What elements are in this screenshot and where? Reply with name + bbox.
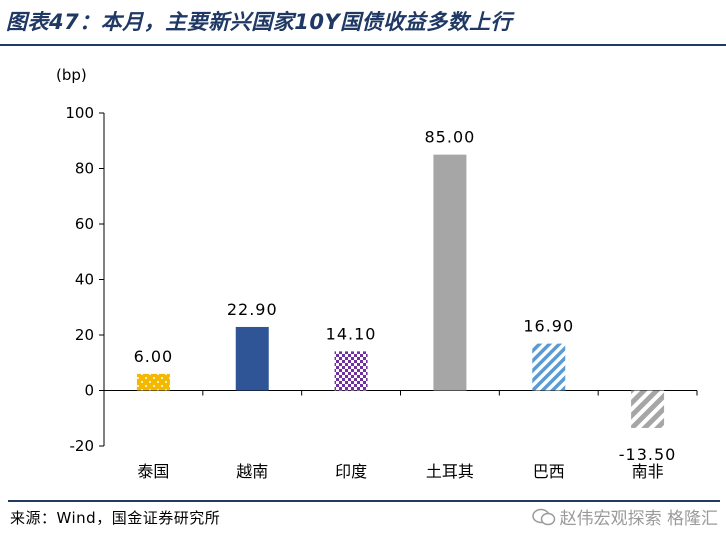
category-label: 土耳其: [426, 462, 474, 481]
bar-土耳其: [433, 154, 467, 391]
bar-chart: (bp) -20 0 20 40 60 80 100 6.00 泰国 22.90 越南 14.10 印…: [56, 66, 698, 481]
y-tick-label: 0: [84, 382, 94, 400]
y-tick-label: 100: [65, 104, 94, 122]
category-label: 泰国: [137, 462, 169, 481]
bar-越南: [235, 326, 269, 391]
data-label: 14.10: [326, 324, 377, 343]
source-note: 来源：Wind，国金证券研究所: [10, 509, 221, 527]
y-tick-label: 40: [75, 271, 94, 289]
y-tick-label: 60: [75, 215, 94, 233]
category-label: 越南: [236, 462, 268, 481]
wechat-icon: [531, 508, 555, 525]
watermark-text: 赵伟宏观探索 格隆汇: [559, 509, 718, 529]
watermark: 赵伟宏观探索 格隆汇: [531, 504, 718, 529]
data-label: 22.90: [227, 300, 278, 319]
data-label: 16.90: [523, 317, 574, 336]
category-label: 巴西: [533, 462, 565, 481]
y-tick-label: -20: [70, 437, 95, 455]
category-label: 印度: [335, 462, 367, 481]
bar-印度: [334, 351, 368, 391]
bar-巴西: [532, 343, 566, 391]
source-divider: [8, 500, 720, 502]
y-axis-label: (bp): [56, 66, 87, 84]
chart-title: 图表47：本月，主要新兴国家10Y国债收益多数上行: [6, 10, 513, 34]
bar-南非: [631, 390, 665, 428]
data-label: 6.00: [134, 347, 174, 366]
y-tick-label: 20: [75, 326, 94, 344]
data-label: -13.50: [619, 445, 677, 464]
data-label: 85.00: [425, 128, 476, 147]
title-bar: 图表47：本月，主要新兴国家10Y国债收益多数上行: [0, 0, 726, 46]
category-label: 南非: [632, 462, 664, 481]
y-tick-label: 80: [75, 160, 94, 178]
bar-泰国: [136, 373, 170, 391]
